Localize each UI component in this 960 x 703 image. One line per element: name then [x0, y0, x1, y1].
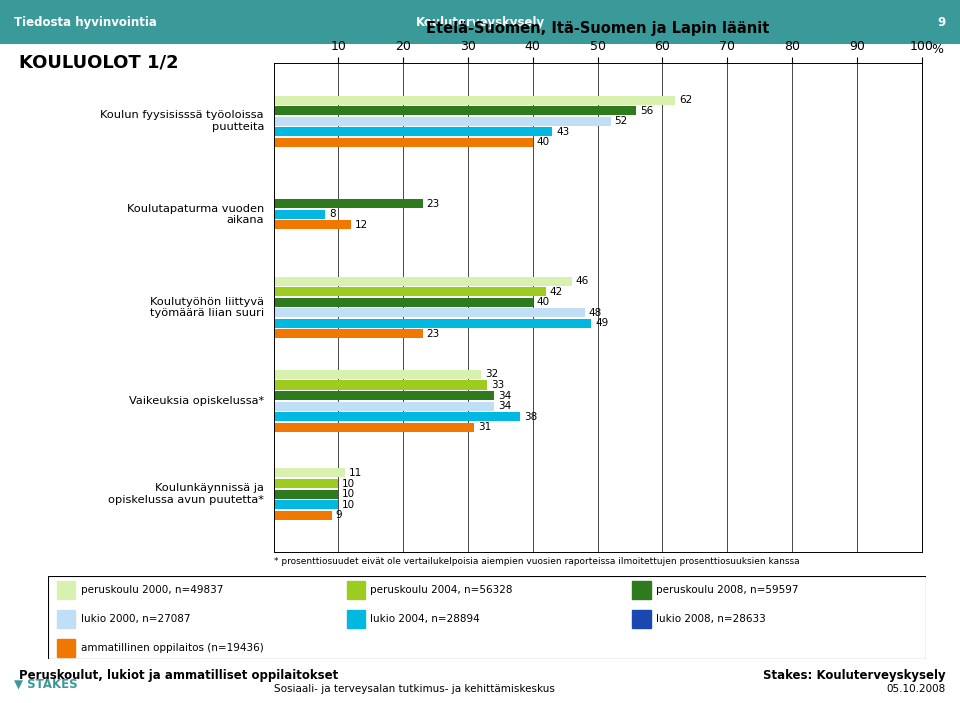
Text: 23: 23 [426, 329, 440, 339]
Bar [274, 319, 591, 328]
Text: peruskoulu 2000, n=49837: peruskoulu 2000, n=49837 [81, 585, 223, 595]
Text: lukio 2004, n=28894: lukio 2004, n=28894 [371, 614, 480, 624]
Text: KOULUOLOT 1/2: KOULUOLOT 1/2 [19, 53, 179, 72]
Text: peruskoulu 2004, n=56328: peruskoulu 2004, n=56328 [371, 585, 513, 595]
Text: 10: 10 [343, 489, 355, 499]
Text: Koulutyöhön liittyvä
työmäärä liian suuri: Koulutyöhön liittyvä työmäärä liian suur… [150, 297, 264, 318]
Title: Etelä-Suomen, Itä-Suomen ja Lapin läänit: Etelä-Suomen, Itä-Suomen ja Lapin läänit [426, 20, 769, 36]
Text: peruskoulu 2008, n=59597: peruskoulu 2008, n=59597 [656, 585, 799, 595]
Bar [274, 106, 636, 115]
Bar [274, 330, 422, 338]
Bar [274, 288, 545, 296]
Text: 10: 10 [343, 479, 355, 489]
Text: 43: 43 [556, 127, 569, 136]
Bar [57, 610, 75, 628]
Bar [274, 298, 533, 307]
Bar [274, 277, 572, 285]
Text: Koulutapaturma vuoden
aikana: Koulutapaturma vuoden aikana [127, 204, 264, 225]
Bar [274, 96, 676, 105]
Bar [274, 468, 345, 477]
Text: 46: 46 [576, 276, 588, 286]
Text: 9: 9 [336, 510, 343, 520]
Text: 56: 56 [640, 105, 654, 115]
Bar [274, 220, 351, 229]
Text: lukio 2000, n=27087: lukio 2000, n=27087 [81, 614, 190, 624]
Text: 32: 32 [485, 370, 498, 380]
Text: lukio 2008, n=28633: lukio 2008, n=28633 [656, 614, 766, 624]
Text: 10: 10 [343, 500, 355, 510]
Text: 12: 12 [355, 220, 369, 230]
Text: 33: 33 [492, 380, 505, 390]
Bar [274, 401, 493, 411]
Bar [274, 479, 338, 488]
Bar [274, 370, 481, 379]
Bar [274, 309, 585, 317]
Bar [347, 581, 365, 599]
Bar [274, 117, 611, 126]
Text: 23: 23 [426, 199, 440, 209]
Text: Vaikeuksia opiskelussa*: Vaikeuksia opiskelussa* [129, 396, 264, 406]
Text: 34: 34 [498, 391, 511, 401]
Text: 62: 62 [680, 95, 692, 105]
Text: 38: 38 [524, 412, 537, 422]
Bar [274, 209, 325, 219]
Bar [274, 138, 533, 147]
Text: %: % [931, 43, 944, 56]
Bar [57, 639, 75, 657]
Bar [274, 500, 338, 509]
Text: 49: 49 [595, 318, 609, 328]
Text: ammatillinen oppilaitos (n=19436): ammatillinen oppilaitos (n=19436) [81, 643, 263, 653]
Text: 05.10.2008: 05.10.2008 [886, 684, 946, 694]
Bar [347, 610, 365, 628]
Bar [274, 510, 332, 520]
Text: 8: 8 [329, 209, 336, 219]
Text: 31: 31 [478, 422, 492, 432]
Text: Koulun fyysisisssä työoloissa
puutteita: Koulun fyysisisssä työoloissa puutteita [101, 110, 264, 132]
Bar [274, 412, 519, 421]
Text: 34: 34 [498, 401, 511, 411]
Bar [274, 380, 488, 389]
Text: 52: 52 [614, 116, 628, 126]
Text: 48: 48 [588, 308, 602, 318]
Text: 11: 11 [348, 468, 362, 478]
Bar [274, 391, 493, 400]
Text: 42: 42 [550, 287, 563, 297]
Bar [57, 581, 75, 599]
Text: ▼ STAKES: ▼ STAKES [14, 678, 78, 690]
Text: Stakes: Kouluterveyskysely: Stakes: Kouluterveyskysely [763, 669, 946, 681]
Text: 9: 9 [937, 15, 946, 29]
Text: Peruskoulut, lukiot ja ammatilliset oppilaitokset: Peruskoulut, lukiot ja ammatilliset oppi… [19, 669, 339, 681]
Text: Tiedosta hyvinvointia: Tiedosta hyvinvointia [14, 15, 157, 29]
Text: Koulunkäynnissä ja
opiskelussa avun puutetta*: Koulunkäynnissä ja opiskelussa avun puut… [108, 483, 264, 505]
Text: 40: 40 [537, 297, 550, 307]
Bar [274, 489, 338, 498]
Text: Kouluterveyskysely: Kouluterveyskysely [416, 15, 544, 29]
Bar [274, 423, 474, 432]
Text: * prosenttiosuudet eivät ole vertailukelpoisia aiempien vuosien raporteissa ilmo: * prosenttiosuudet eivät ole vertailukel… [274, 557, 800, 567]
Text: 40: 40 [537, 137, 550, 147]
Bar [632, 581, 651, 599]
Bar [274, 199, 422, 208]
Text: Sosiaali- ja terveysalan tutkimus- ja kehittämiskeskus: Sosiaali- ja terveysalan tutkimus- ja ke… [274, 684, 555, 694]
Bar [632, 610, 651, 628]
Bar [274, 127, 552, 136]
